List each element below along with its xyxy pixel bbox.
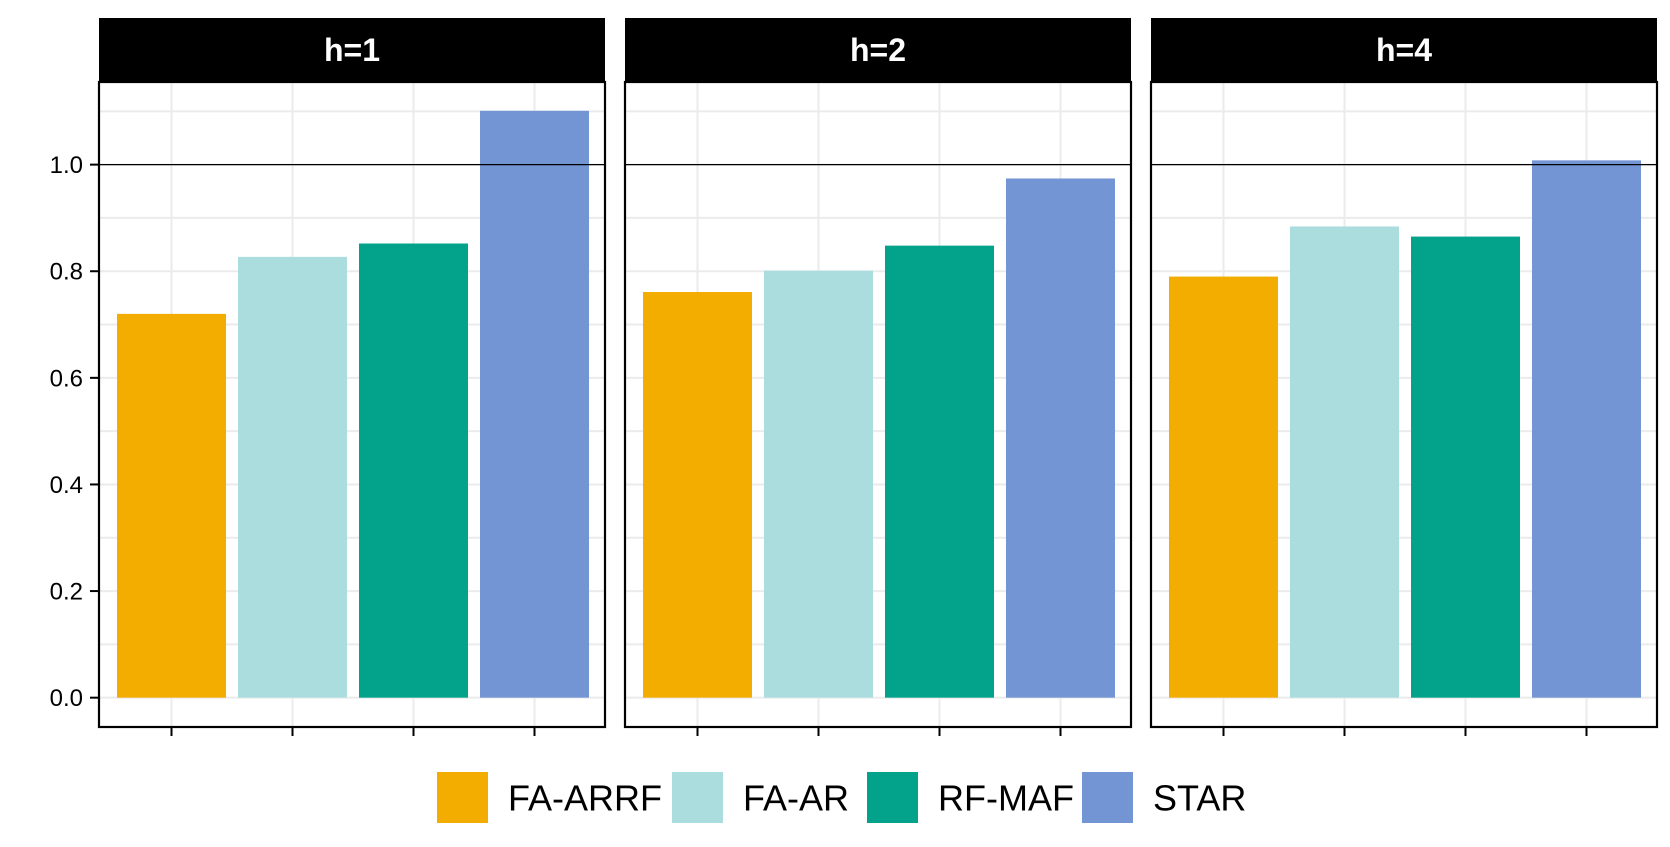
panels-layer: h=1 h=2 h=4: [97, 18, 1659, 736]
bar-fa-arrf-h4: [1169, 276, 1278, 698]
facet-strip: [1151, 18, 1657, 82]
bar-fa-arrf-h1: [117, 313, 226, 698]
legend-label: STAR: [1153, 778, 1246, 819]
facet-panel-h2: h=2: [623, 18, 1133, 736]
bar-rf-maf-h2: [885, 245, 994, 698]
y-axis: 0.0 0.2 0.4 0.6 0.8 1.0: [50, 152, 99, 712]
bar-fa-ar-h1: [238, 256, 347, 698]
bar-rf-maf-h1: [359, 243, 468, 698]
legend-key-swatch: [1082, 772, 1133, 823]
legend-label: FA-AR: [743, 778, 849, 819]
legend-entry-fa-ar: FA-AR: [672, 772, 849, 823]
legend-entry-fa-arrf: FA-ARRF: [437, 772, 662, 823]
legend-entry-rf-maf: RF-MAF: [867, 772, 1074, 823]
facet-strip: [99, 18, 605, 82]
facet-strip-label: h=2: [850, 32, 906, 68]
y-tick-label: 0.4: [50, 472, 83, 499]
bar-star-h2: [1006, 178, 1115, 698]
legend-key-swatch: [867, 772, 918, 823]
legend-key-swatch: [672, 772, 723, 823]
y-tick-label: 0.6: [50, 365, 83, 392]
facet-panel-h1: h=1: [97, 18, 607, 736]
legend-label: FA-ARRF: [508, 778, 662, 819]
y-tick-label: 1.0: [50, 152, 83, 179]
facet-panel-h4: h=4: [1149, 18, 1659, 736]
bar-fa-ar-h2: [764, 270, 873, 698]
bar-star-h1: [480, 110, 589, 698]
bar-star-h4: [1532, 160, 1641, 698]
facet-strip-label: h=1: [324, 32, 380, 68]
bar-rf-maf-h4: [1411, 236, 1520, 698]
bar-fa-arrf-h2: [643, 292, 752, 698]
bar-fa-ar-h4: [1290, 226, 1399, 698]
facet-strip-label: h=4: [1376, 32, 1432, 68]
y-tick-label: 0.0: [50, 685, 83, 712]
y-tick-label: 0.2: [50, 579, 83, 606]
legend-label: RF-MAF: [938, 778, 1074, 819]
legend: FA-ARRF FA-AR RF-MAF STAR: [437, 772, 1246, 823]
y-tick-label: 0.8: [50, 259, 83, 286]
legend-key-swatch: [437, 772, 488, 823]
facet-strip: [625, 18, 1131, 82]
legend-entry-star: STAR: [1082, 772, 1246, 823]
